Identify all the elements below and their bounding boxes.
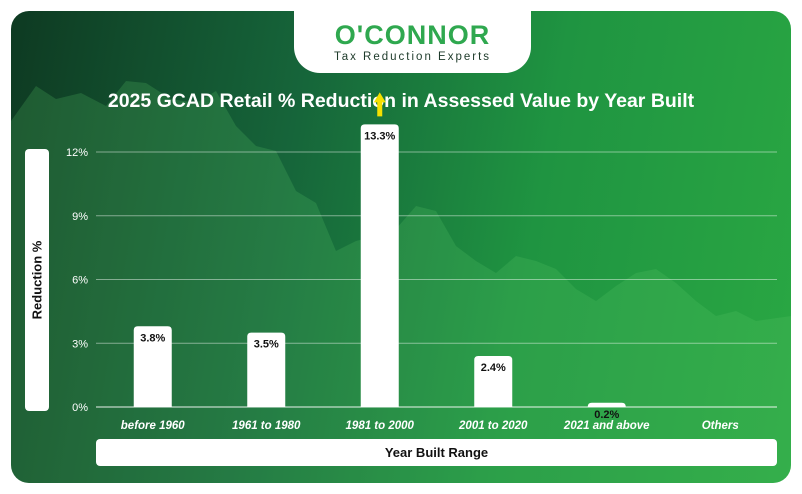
bar-value-label: 3.8%: [140, 332, 165, 344]
brand-tagline: Tax Reduction Experts: [333, 51, 492, 63]
bar-value-label: 2.4%: [481, 362, 506, 374]
bar: [247, 332, 286, 407]
y-axis-label-box: Reduction %: [25, 149, 49, 411]
x-tick-label: 1961 to 1980: [232, 420, 301, 432]
chart-card: O'CONNOR Tax Reduction Experts 2025 GCAD…: [11, 11, 791, 483]
x-tick-label: 2001 to 2020: [458, 420, 528, 432]
x-axis-label-box: Year Built Range: [96, 439, 777, 466]
y-tick-label: 12%: [66, 147, 88, 159]
brand-logo: O'CONNOR: [334, 20, 491, 50]
bar-value-label: 13.3%: [364, 130, 395, 142]
bar-value-label: 0.2%: [594, 409, 619, 421]
x-tick-label: Others: [702, 420, 739, 432]
bar-value-label: 3.5%: [254, 339, 279, 351]
y-tick-label: 6%: [72, 275, 88, 287]
logo-tab: O'CONNOR Tax Reduction Experts: [294, 11, 531, 73]
x-tick-label: 2021 and above: [563, 420, 650, 432]
bar: [587, 402, 626, 407]
y-tick-label: 9%: [72, 211, 88, 223]
up-arrow-icon: [373, 92, 386, 117]
y-tick-label: 0%: [72, 402, 88, 414]
bar: [360, 124, 399, 407]
x-tick-label: 1981 to 2000: [346, 420, 415, 432]
bar-chart-plot: 0% 3% 6% 9% 12% 3.8% before 1960 3.5% 1961 to 19…: [66, 92, 777, 432]
y-tick-label: 3%: [72, 338, 88, 350]
x-axis-label: Year Built Range: [384, 445, 489, 460]
x-tick-label: before 1960: [121, 420, 186, 432]
bar: [133, 326, 172, 407]
chart-title: 2025 GCAD Retail % Reduction in Assessed…: [107, 90, 695, 112]
background-mountain-shape: [11, 81, 791, 483]
bar: [474, 356, 513, 407]
